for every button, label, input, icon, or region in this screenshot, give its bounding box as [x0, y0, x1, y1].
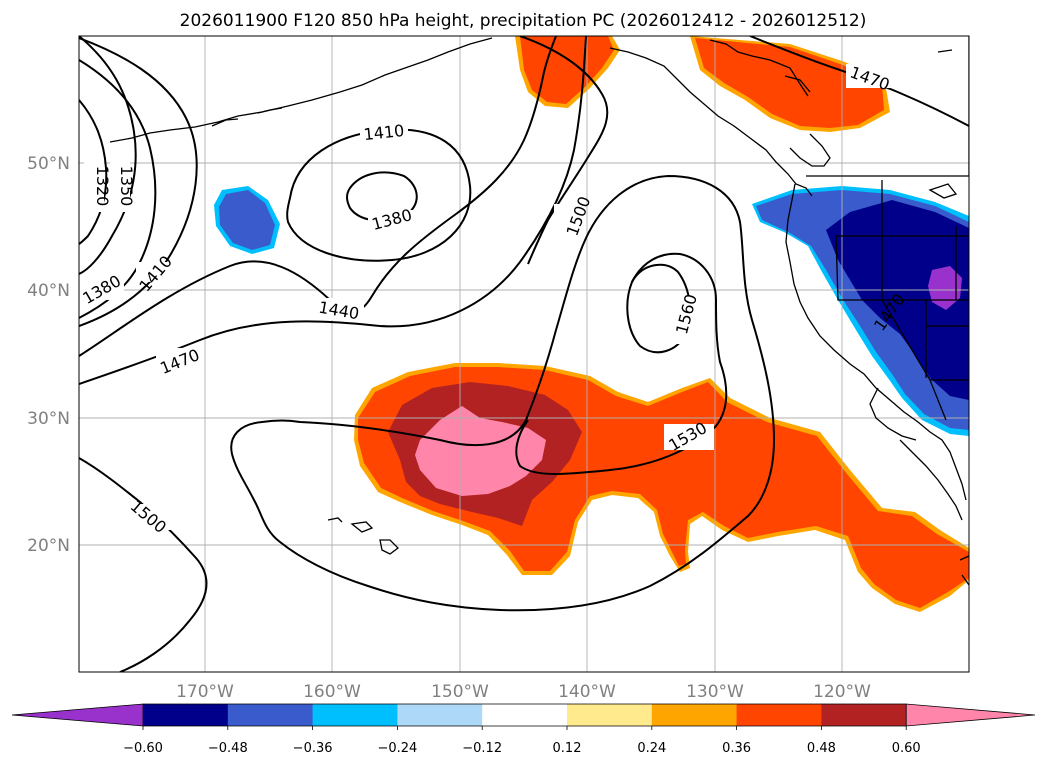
colorbar-tick-label: −0.60 — [123, 741, 163, 756]
colorbar-extend-max — [905, 703, 1036, 727]
colorbar-swatch — [397, 704, 483, 726]
lon-label: 120°W — [813, 682, 871, 702]
colorbar-swatch — [312, 704, 398, 726]
latitude-labels: 50°N 40°N 30°N 20°N — [27, 154, 70, 556]
chart-title: 2026011900 F120 850 hPa height, precipit… — [180, 11, 867, 31]
colorbar-tick-label: 0.48 — [807, 741, 836, 756]
lon-label: 160°W — [303, 682, 361, 702]
colorbar-swatch — [821, 704, 907, 726]
colorbar-swatch — [736, 704, 822, 726]
contour-labels: 1320 1350 1380 1410 1410 1380 1440 1470 … — [79, 63, 909, 537]
map-area: 1320 1350 1380 1410 1410 1380 1440 1470 … — [79, 36, 969, 672]
colorbar: −0.60 −0.48 −0.36 −0.24 −0.12 0.12 0.24 0.36 0.4… — [11, 703, 1036, 756]
lon-label: 170°W — [176, 682, 234, 702]
lat-label: 20°N — [27, 536, 70, 556]
colorbar-tick-label: 0.36 — [722, 741, 751, 756]
colorbar-swatch — [482, 704, 568, 726]
colorbar-swatch — [651, 704, 738, 726]
colorbar-swatch — [567, 704, 653, 726]
lat-label: 40°N — [27, 281, 70, 301]
lon-label: 140°W — [558, 682, 616, 702]
graticule — [79, 36, 969, 672]
colorbar-tick-label: −0.24 — [377, 741, 417, 756]
colorbar-extend-min — [11, 703, 144, 727]
colorbar-swatch — [227, 704, 314, 726]
contour-label: 1350 — [117, 166, 136, 207]
contour-label: 1320 — [93, 166, 112, 207]
precip-negative-west — [214, 186, 280, 254]
colorbar-tick-label: 0.24 — [637, 741, 666, 756]
lat-label: 30°N — [27, 409, 70, 429]
colorbar-tick-label: 0.12 — [553, 741, 582, 756]
contour-label: 1410 — [363, 121, 405, 144]
lat-label: 50°N — [27, 154, 70, 174]
lon-label: 130°W — [686, 682, 744, 702]
coastlines — [109, 36, 969, 586]
map-background — [79, 36, 969, 672]
height-contours — [79, 36, 969, 672]
colorbar-tick-label: −0.48 — [208, 741, 248, 756]
colorbar-tick-label: 0.60 — [892, 741, 921, 756]
map-frame — [78, 35, 970, 673]
colorbar-tick-label: −0.36 — [293, 741, 333, 756]
precip-positive-band — [354, 363, 969, 612]
lon-label: 150°W — [431, 682, 489, 702]
longitude-labels: 170°W 160°W 150°W 140°W 130°W 120°W — [176, 682, 871, 702]
colorbar-tick-label: −0.12 — [462, 741, 502, 756]
precip-positive-north — [515, 36, 890, 132]
colorbar-swatch — [143, 704, 229, 726]
